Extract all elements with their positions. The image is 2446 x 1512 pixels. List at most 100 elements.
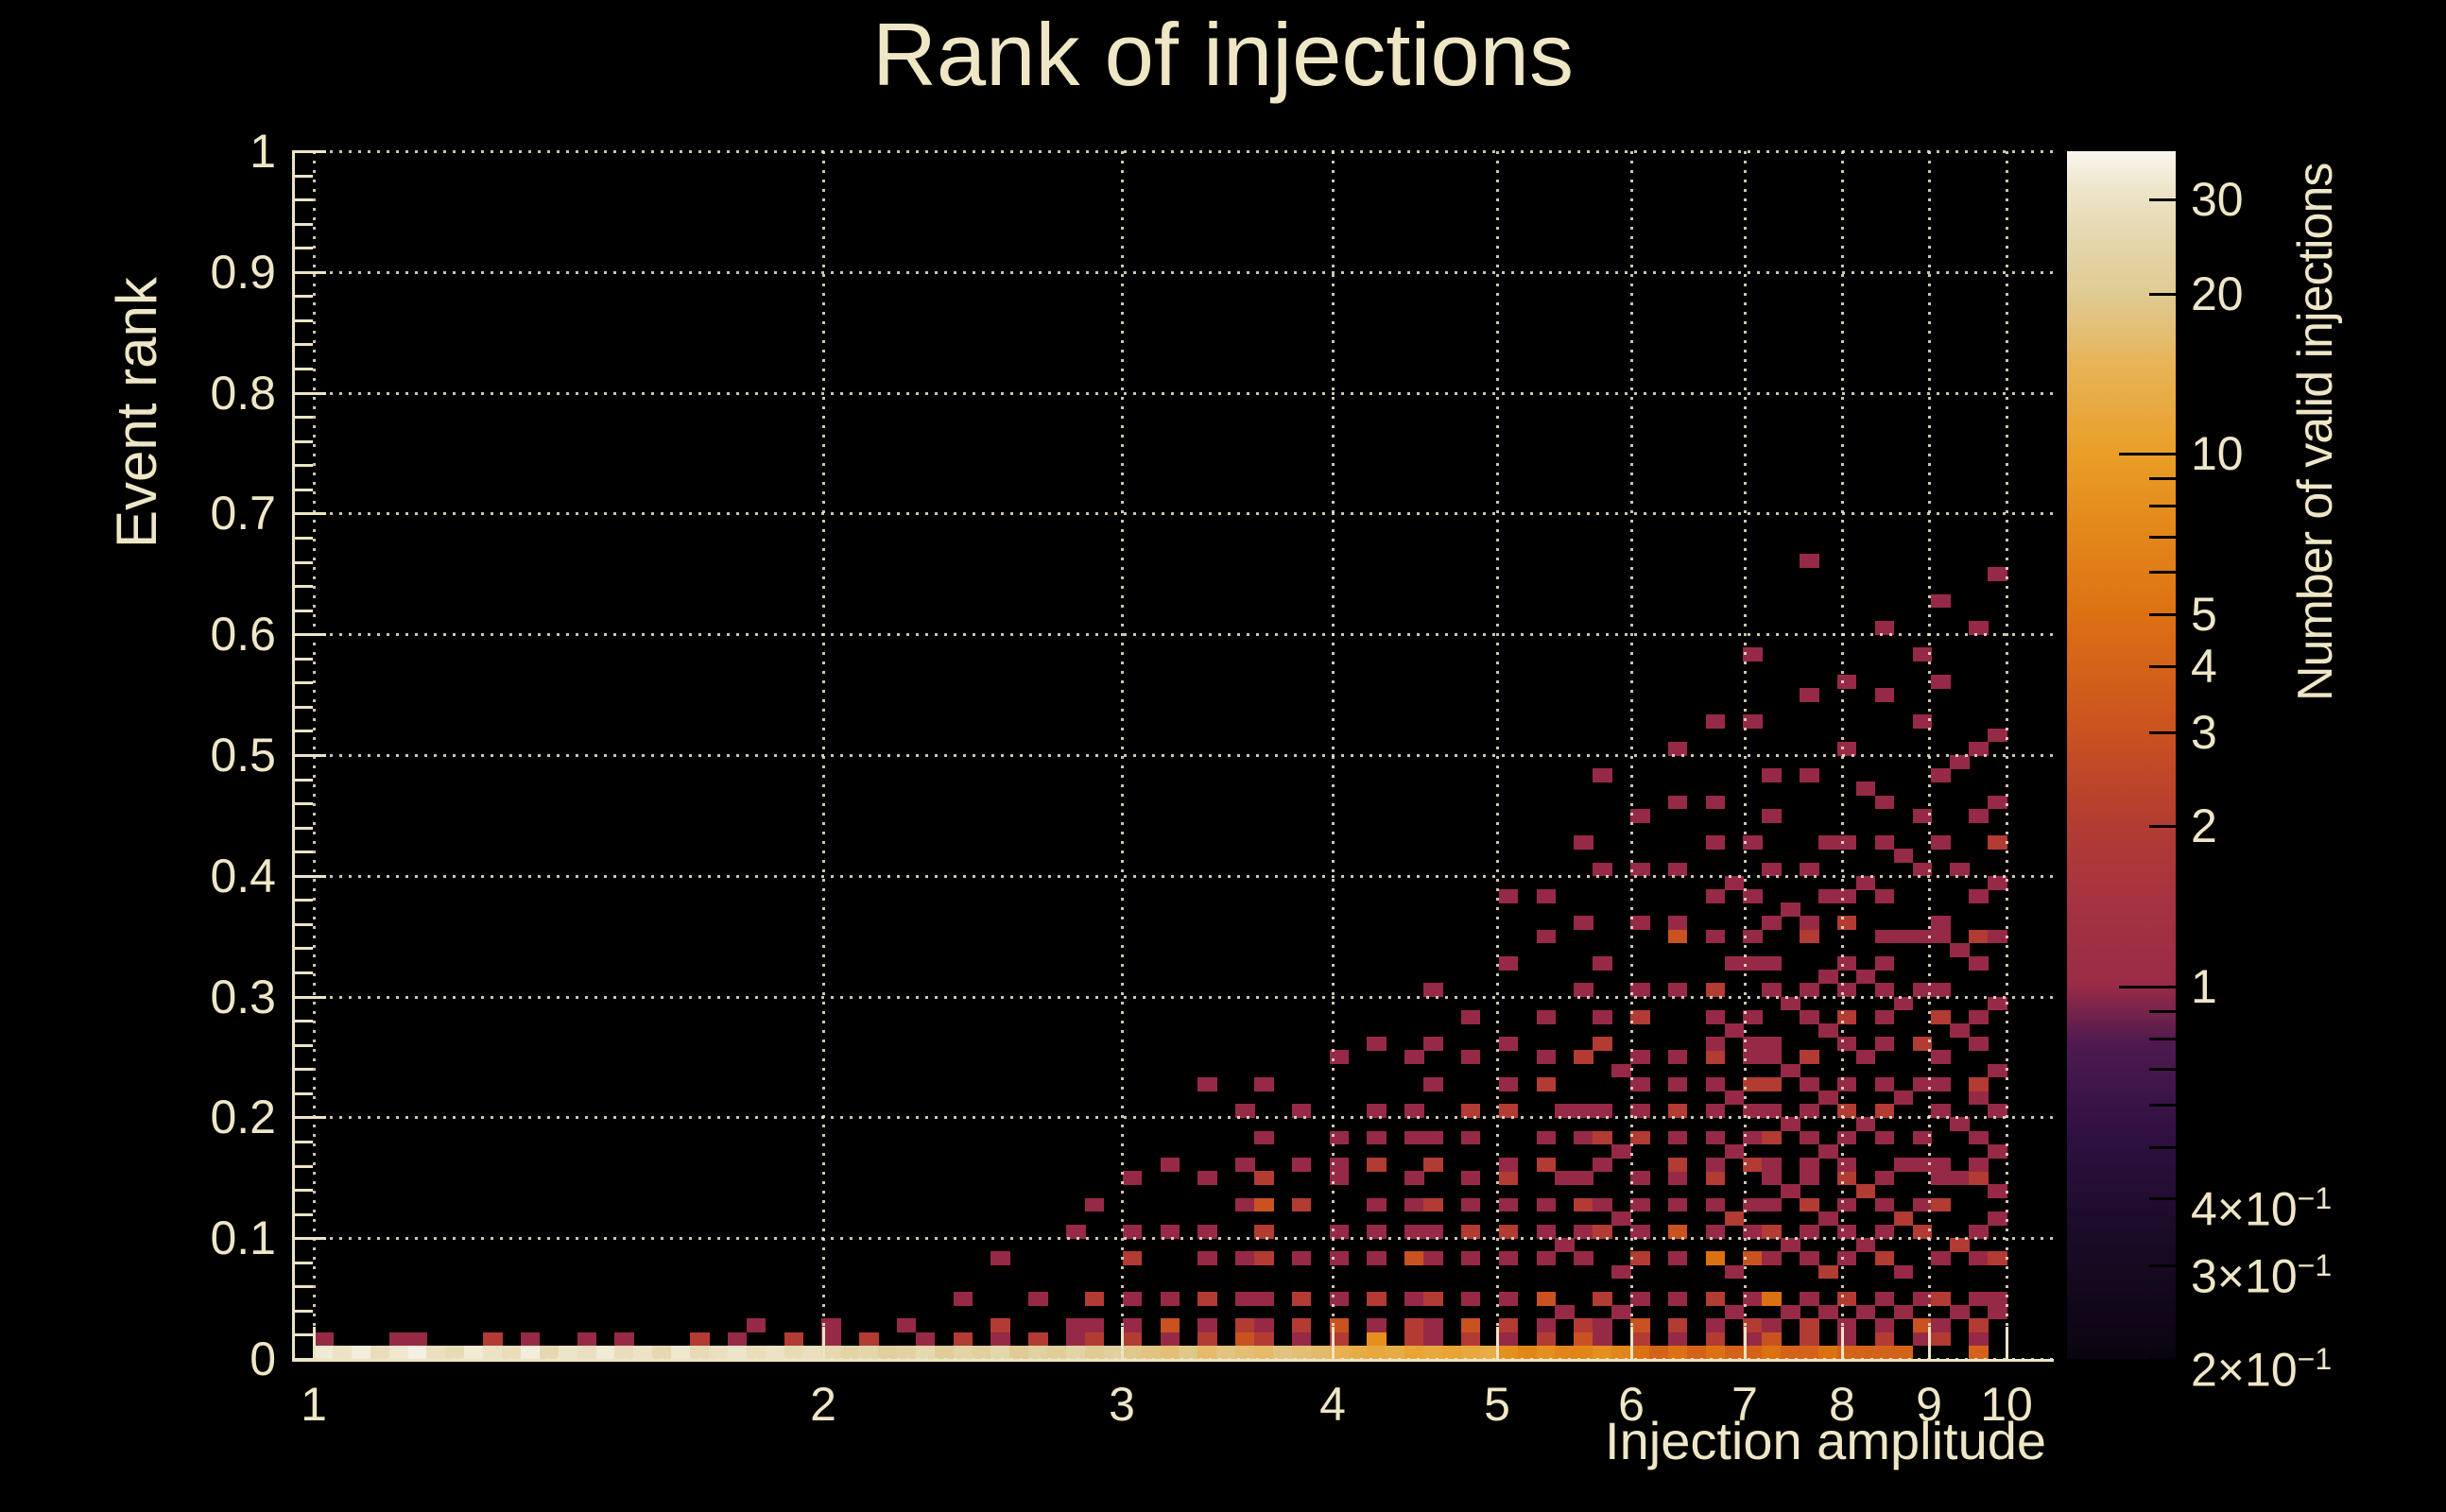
heatmap-cell xyxy=(1460,1197,1481,1212)
h-gridline xyxy=(292,754,2054,757)
heatmap-cell xyxy=(1611,1264,1631,1280)
colorbar-tick-label: 2×10−1 xyxy=(2191,1342,2333,1397)
heatmap-cell xyxy=(1291,1104,1312,1119)
heatmap-cell xyxy=(1254,1318,1274,1333)
h-gridline xyxy=(292,996,2054,999)
heatmap-cell xyxy=(1874,956,1895,971)
heatmap-cell xyxy=(1705,1345,1726,1360)
heatmap-cell xyxy=(1705,1050,1726,1065)
heatmap-cell xyxy=(1743,1318,1763,1333)
heatmap-cell xyxy=(1367,1197,1387,1212)
heatmap-cell xyxy=(1743,1292,1763,1306)
heatmap-cell xyxy=(953,1345,973,1360)
heatmap-cell xyxy=(1969,1225,1989,1239)
colorbar xyxy=(2067,151,2176,1359)
heatmap-cell xyxy=(1836,1076,1857,1091)
heatmap-cell xyxy=(1874,889,1895,903)
heatmap-cell xyxy=(1423,1332,1443,1347)
heatmap-cell xyxy=(314,1332,334,1347)
heatmap-cell xyxy=(915,1332,936,1347)
x-tick-label: 7 xyxy=(1731,1378,1758,1431)
heatmap-cell xyxy=(990,1318,1010,1333)
heatmap-cell xyxy=(1874,1009,1895,1024)
heatmap-cell xyxy=(1536,1292,1557,1306)
colorbar-tick-label: 5 xyxy=(2191,588,2217,641)
heatmap-cell xyxy=(1912,1318,1933,1333)
heatmap-cell xyxy=(1593,1292,1612,1306)
y-tick-label: 0 xyxy=(250,1332,276,1385)
heatmap-cell xyxy=(1141,1345,1162,1360)
heatmap-cell xyxy=(1762,1225,1782,1239)
y-tick-label: 0.6 xyxy=(210,608,276,661)
heatmap-cell xyxy=(1762,956,1782,971)
heatmap-cell xyxy=(802,1345,822,1360)
x-tick-label: 8 xyxy=(1829,1378,1855,1431)
y-minor-tick xyxy=(292,1165,313,1168)
heatmap-cell xyxy=(1893,1211,1914,1226)
heatmap-cell xyxy=(1969,1171,1989,1186)
heatmap-cell xyxy=(1836,1332,1857,1347)
heatmap-cell xyxy=(1498,1037,1519,1052)
heatmap-cell xyxy=(1404,1197,1424,1212)
heatmap-cell xyxy=(1836,1037,1857,1052)
heatmap-cell xyxy=(1367,1225,1387,1239)
heatmap-cell xyxy=(1931,929,1951,944)
heatmap-cell xyxy=(1836,956,1857,971)
heatmap-cell xyxy=(1781,996,1800,1011)
y-minor-tick xyxy=(292,681,313,684)
heatmap-cell xyxy=(1874,1037,1895,1052)
y-minor-tick xyxy=(292,730,313,732)
heatmap-cell xyxy=(445,1345,465,1360)
heatmap-cell xyxy=(1254,1292,1274,1306)
heatmap-cell xyxy=(1555,1238,1575,1253)
colorbar-tick xyxy=(2149,536,2176,539)
heatmap-cell xyxy=(1404,1345,1424,1360)
heatmap-cell xyxy=(1931,983,1951,998)
y-minor-tick xyxy=(292,779,313,782)
heatmap-cell xyxy=(1893,849,1914,864)
y-tick-label: 0.7 xyxy=(210,487,276,540)
heatmap-cell xyxy=(1893,996,1914,1011)
heatmap-cell xyxy=(1630,1292,1650,1306)
heatmap-cell xyxy=(1705,1037,1726,1052)
heatmap-cell xyxy=(1743,956,1763,971)
heatmap-cell xyxy=(1950,862,1970,877)
heatmap-cell xyxy=(1931,593,1951,609)
heatmap-cell xyxy=(1667,1345,1688,1360)
heatmap-cell xyxy=(1084,1345,1105,1360)
heatmap-cell xyxy=(1630,1076,1650,1091)
heatmap-cell xyxy=(1423,1318,1443,1333)
heatmap-cell xyxy=(1855,1184,1876,1199)
heatmap-cell xyxy=(1988,728,2007,743)
heatmap-cell xyxy=(1743,1009,1763,1024)
heatmap-cell xyxy=(1724,875,1745,890)
heatmap-cell xyxy=(1555,1345,1575,1360)
y-minor-tick xyxy=(292,198,313,201)
heatmap-cell xyxy=(1272,1345,1293,1360)
heatmap-cell xyxy=(1762,1050,1782,1065)
heatmap-cell xyxy=(1593,1158,1612,1172)
x-tick-label: 5 xyxy=(1484,1378,1510,1431)
heatmap-cell xyxy=(1743,1158,1763,1172)
heatmap-cell xyxy=(1874,1104,1895,1119)
heatmap-cell xyxy=(1931,1251,1951,1266)
heatmap-cell xyxy=(1460,1345,1481,1360)
heatmap-cell xyxy=(1291,1292,1312,1306)
heatmap-cell xyxy=(1593,862,1612,877)
heatmap-cell xyxy=(1574,1251,1593,1266)
heatmap-cell xyxy=(1498,1158,1519,1172)
heatmap-cell xyxy=(1762,1130,1782,1145)
heatmap-cell xyxy=(1705,1197,1726,1212)
heatmap-cell xyxy=(1667,1332,1688,1347)
heatmap-cell xyxy=(1291,1318,1312,1333)
heatmap-cell xyxy=(1536,1050,1557,1065)
heatmap-cell xyxy=(1781,1345,1800,1360)
heatmap-cell xyxy=(1630,1332,1650,1347)
heatmap-cell xyxy=(1781,1184,1800,1199)
heatmap-cell xyxy=(1593,1009,1612,1024)
heatmap-cell xyxy=(1498,956,1519,971)
heatmap-cell xyxy=(1705,1104,1726,1119)
heatmap-cell xyxy=(1667,1292,1688,1306)
heatmap-cell xyxy=(1762,1251,1782,1266)
heatmap-cell xyxy=(1781,902,1800,918)
